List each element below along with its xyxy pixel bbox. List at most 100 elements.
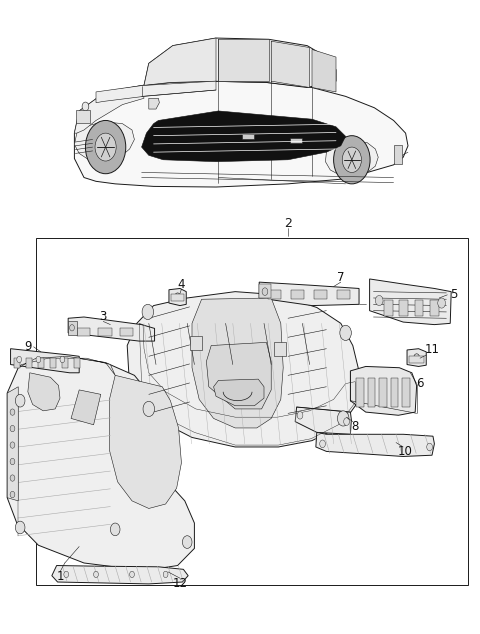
Circle shape [95, 133, 116, 161]
Text: 1: 1 [56, 571, 64, 583]
Polygon shape [74, 122, 134, 164]
Polygon shape [11, 349, 79, 373]
Circle shape [163, 571, 168, 578]
Bar [409, 356, 424, 363]
Bar [120, 328, 133, 336]
Polygon shape [370, 279, 451, 325]
Circle shape [427, 443, 432, 451]
Circle shape [414, 354, 420, 361]
Circle shape [344, 418, 349, 425]
Polygon shape [96, 81, 216, 103]
Text: 11: 11 [424, 344, 440, 356]
Bar [62, 358, 68, 368]
Bar [391, 378, 398, 407]
Bar [268, 290, 281, 299]
Bar [379, 378, 387, 407]
Polygon shape [7, 356, 194, 571]
Circle shape [36, 356, 41, 363]
Text: 9: 9 [24, 340, 32, 353]
Polygon shape [68, 317, 155, 341]
Circle shape [82, 102, 89, 111]
Bar [76, 110, 90, 123]
Bar [384, 300, 393, 316]
Polygon shape [74, 86, 144, 133]
Circle shape [10, 491, 15, 498]
Circle shape [130, 571, 134, 578]
Circle shape [10, 425, 15, 432]
Polygon shape [271, 41, 310, 87]
Polygon shape [127, 292, 360, 447]
Circle shape [10, 409, 15, 415]
Circle shape [438, 298, 445, 308]
Circle shape [337, 411, 349, 426]
Polygon shape [28, 373, 60, 411]
Bar [274, 342, 286, 356]
Bar [190, 336, 202, 350]
Bar [415, 300, 423, 316]
Text: 2: 2 [284, 217, 292, 230]
Bar [50, 358, 56, 368]
Circle shape [17, 356, 22, 363]
Circle shape [182, 536, 192, 548]
Circle shape [94, 571, 98, 578]
Polygon shape [295, 407, 351, 434]
Circle shape [375, 295, 383, 306]
Circle shape [342, 147, 361, 172]
Text: 7: 7 [337, 271, 345, 284]
Polygon shape [142, 38, 216, 86]
Polygon shape [109, 375, 181, 508]
Bar [399, 300, 408, 316]
Bar [402, 378, 410, 407]
Polygon shape [325, 141, 378, 176]
Polygon shape [206, 342, 271, 409]
Text: 10: 10 [398, 445, 413, 458]
Bar [98, 328, 112, 336]
Bar [36, 238, 468, 585]
Text: 5: 5 [450, 288, 457, 301]
Circle shape [10, 458, 15, 465]
Circle shape [85, 120, 126, 174]
Circle shape [262, 288, 268, 295]
Bar [38, 358, 44, 368]
Circle shape [334, 136, 370, 184]
Bar [171, 294, 184, 301]
Bar [356, 378, 364, 407]
Circle shape [15, 521, 25, 534]
Circle shape [110, 523, 120, 536]
Polygon shape [149, 98, 159, 109]
Polygon shape [350, 366, 417, 415]
Bar [394, 145, 402, 164]
Polygon shape [192, 298, 283, 428]
Circle shape [10, 475, 15, 481]
Polygon shape [142, 38, 336, 87]
Bar [259, 284, 271, 298]
Bar [74, 358, 80, 368]
Circle shape [60, 356, 65, 363]
Bar [26, 358, 32, 368]
Polygon shape [71, 390, 101, 425]
Bar [242, 134, 254, 139]
Polygon shape [259, 282, 359, 306]
Circle shape [175, 293, 180, 301]
Bar [430, 300, 439, 316]
Circle shape [320, 440, 325, 448]
Polygon shape [142, 111, 346, 162]
Circle shape [340, 325, 351, 340]
Polygon shape [74, 81, 408, 187]
Circle shape [10, 442, 15, 448]
Polygon shape [7, 387, 18, 501]
Text: 3: 3 [99, 311, 107, 323]
Text: 8: 8 [351, 420, 359, 432]
Text: 6: 6 [416, 377, 424, 390]
Bar [290, 138, 302, 143]
Circle shape [297, 411, 303, 419]
Polygon shape [214, 379, 264, 406]
Polygon shape [312, 49, 336, 92]
Bar [14, 358, 20, 368]
Polygon shape [52, 566, 188, 584]
Bar [337, 290, 350, 299]
Circle shape [142, 304, 154, 320]
Circle shape [143, 401, 155, 417]
Polygon shape [18, 356, 115, 375]
Bar [68, 321, 77, 335]
